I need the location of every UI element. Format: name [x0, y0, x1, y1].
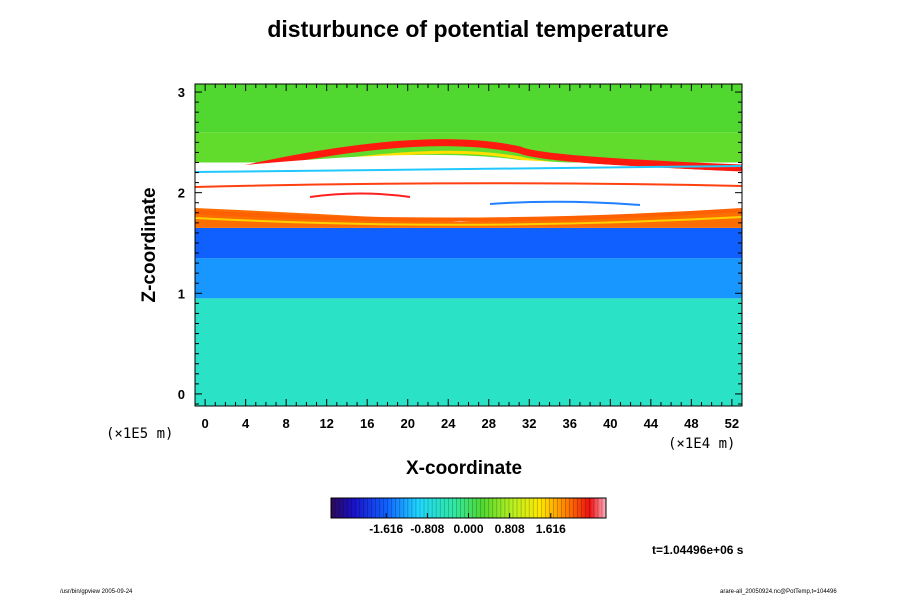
y-axis-ticks: 0 1 2 3 — [178, 85, 742, 405]
x-tick-label: 12 — [319, 416, 333, 431]
x-axis-label: X-coordinate — [406, 458, 523, 479]
chart-title: disturbunce of potential temperature — [267, 16, 669, 42]
footer-source: arare-all_20050924.nc@PotTemp,t=104496 — [720, 589, 837, 595]
heatmap-field — [195, 84, 742, 406]
white-core-upper — [195, 154, 742, 186]
y-scale-label: (×1E5 m) — [106, 426, 174, 442]
colorbar-segments — [334, 498, 603, 518]
warm-arc — [229, 139, 742, 176]
thin-band-4 — [489, 200, 641, 206]
x-tick-label: 48 — [684, 416, 698, 431]
colorbar-tick-label: 0.808 — [495, 522, 525, 536]
x-tick-label: 16 — [360, 416, 374, 431]
heatmap-region-0 — [195, 298, 742, 406]
y-tick-label: 2 — [178, 186, 185, 201]
x-tick-label: 36 — [563, 416, 577, 431]
footer-command: /usr/bin/gpview 2005-09-24 — [60, 589, 133, 595]
thin-band-3 — [309, 192, 411, 198]
x-tick-label: 0 — [202, 416, 209, 431]
colorbar-tick-label: 0.000 — [453, 522, 483, 536]
thin-band-1 — [195, 165, 742, 173]
colorbar-tick-label: -0.808 — [410, 522, 444, 536]
colorbar-tick-label: 1.616 — [536, 522, 566, 536]
warm-lower-edge — [195, 208, 742, 222]
time-label: t=1.04496e+06 s — [652, 543, 744, 557]
heatmap-region-1 — [195, 258, 742, 299]
x-tick-label: 32 — [522, 416, 536, 431]
x-tick-label: 24 — [441, 416, 456, 431]
x-axis-ticks: 0 4 8 12 16 20 24 28 32 36 40 44 48 52 — [194, 84, 743, 431]
y-axis-label: Z-coordinate — [139, 187, 160, 303]
heatmap-region-2 — [195, 227, 742, 259]
x-tick-label: 52 — [725, 416, 739, 431]
x-tick-label: 20 — [400, 416, 414, 431]
x-tick-label: 28 — [482, 416, 496, 431]
x-tick-label: 44 — [644, 416, 659, 431]
heatmap-layer-detail — [195, 139, 742, 226]
colorbar-tick-label: -1.616 — [369, 522, 403, 536]
x-tick-label: 40 — [603, 416, 617, 431]
y-tick-label: 3 — [178, 85, 185, 100]
x-tick-label: 8 — [283, 416, 290, 431]
x-scale-label: (×1E4 m) — [668, 436, 736, 452]
colorbar-ticks: -1.616 -0.808 0.000 0.808 1.616 — [369, 513, 566, 536]
y-tick-label: 1 — [178, 286, 185, 301]
warm-lower-edge-2 — [195, 216, 742, 226]
thin-band-2 — [195, 182, 742, 188]
x-tick-label: 4 — [242, 416, 250, 431]
y-tick-label: 0 — [178, 387, 185, 402]
white-core-mid — [195, 184, 742, 222]
heatmap-region-6 — [195, 84, 742, 133]
